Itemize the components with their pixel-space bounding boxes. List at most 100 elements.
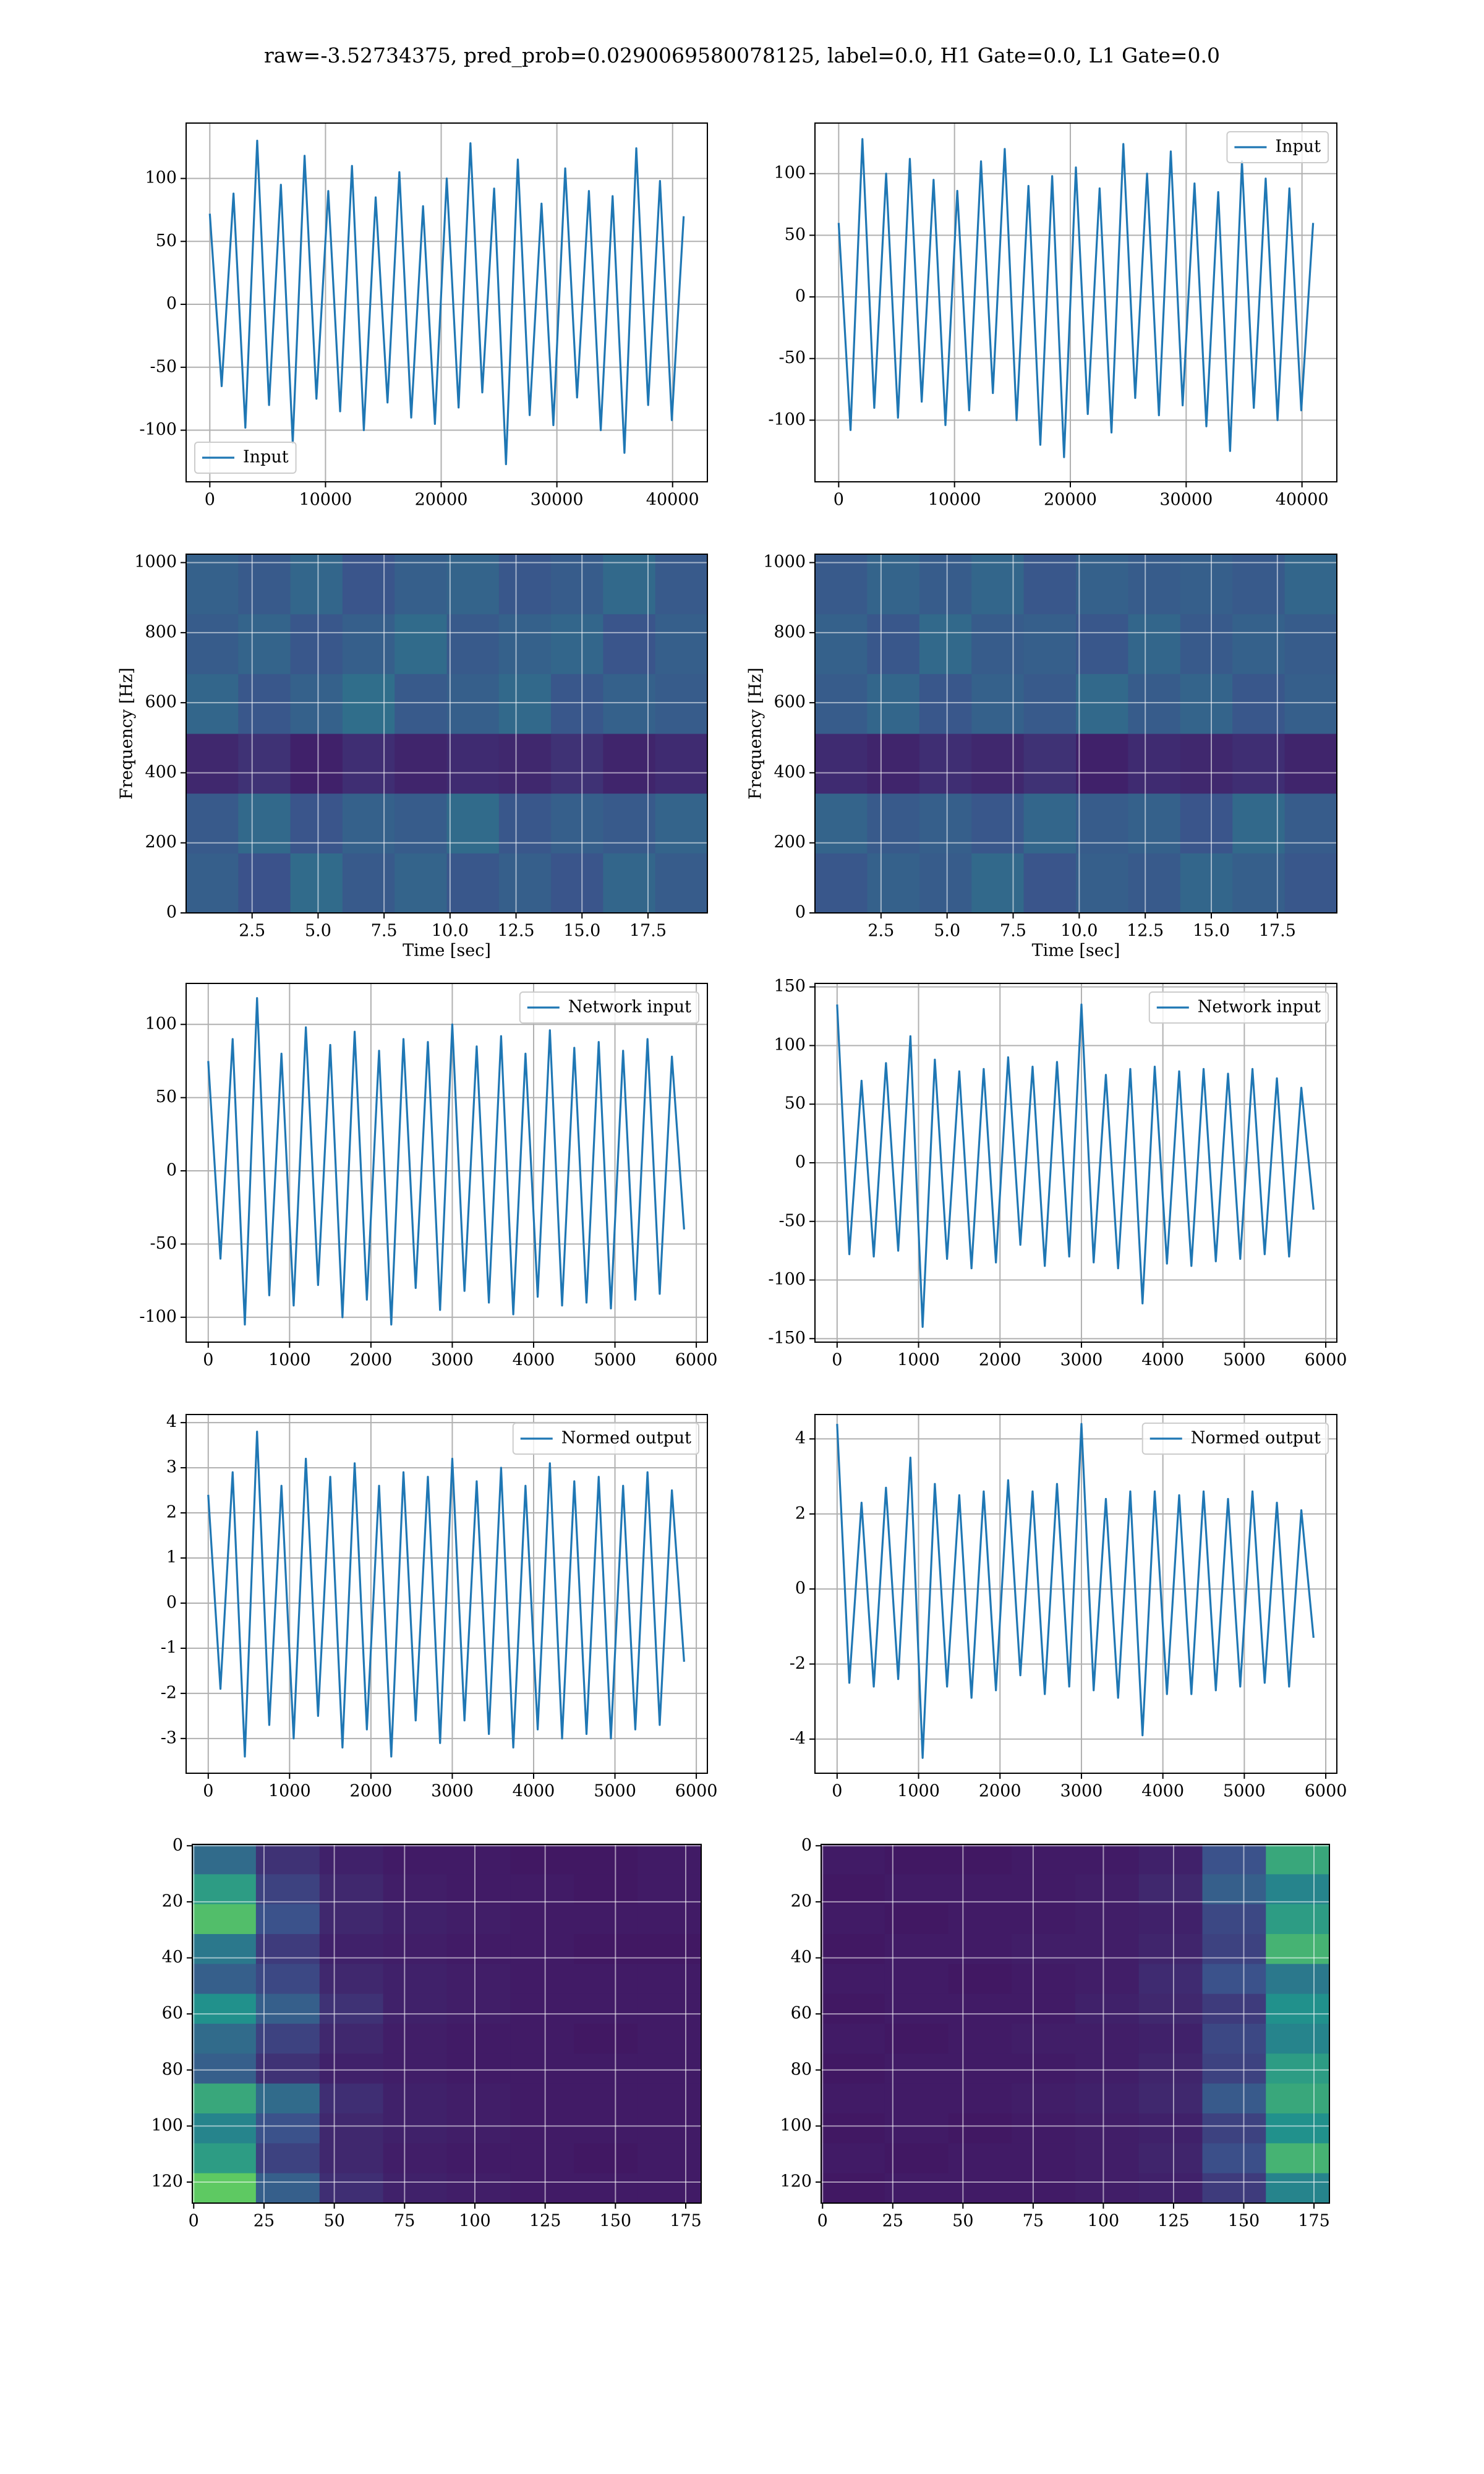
- heatmap-cell: [1023, 554, 1077, 615]
- x-tick-label: 1000: [897, 1782, 940, 1801]
- heatmap-cell: [1138, 2143, 1203, 2174]
- heatmap-cell: [815, 674, 868, 734]
- heatmap-cell: [255, 1964, 320, 1995]
- y-tick-label: -50: [779, 1211, 806, 1230]
- heatmap-cell: [1202, 2024, 1266, 2054]
- y-tick-label: 0: [795, 287, 806, 306]
- y-tick-label: 400: [145, 763, 177, 782]
- heatmap-cell: [446, 2083, 511, 2114]
- heatmap-cell: [319, 1934, 384, 1964]
- heatmap-cell: [574, 2143, 638, 2174]
- heatmap-cell: [1012, 2143, 1076, 2174]
- y-tick-label: 200: [774, 833, 806, 852]
- heatmap-cell: [1075, 1964, 1140, 1995]
- heatmap-cell: [1138, 2113, 1203, 2144]
- axes-frame: [186, 122, 708, 482]
- heatmap-cell: [446, 793, 500, 854]
- axes-frame: [192, 1844, 702, 2204]
- heatmap-cell: [574, 1874, 638, 1905]
- y-tick-label: 50: [156, 231, 177, 250]
- heatmap-cell: [919, 853, 972, 914]
- heatmap-cell: [394, 614, 447, 674]
- x-tick-label: 40000: [1276, 490, 1329, 510]
- heatmap-cell: [1180, 554, 1233, 615]
- heatmap-cell: [551, 793, 603, 854]
- heatmap-cell: [867, 674, 920, 734]
- legend-box: [194, 442, 297, 474]
- heatmap-cell: [1075, 2113, 1140, 2144]
- heatmap-cell: [971, 614, 1025, 674]
- y-tick-label: 100: [774, 1035, 806, 1055]
- heatmap-cell: [1284, 614, 1337, 674]
- x-tick-label: 2.5: [868, 922, 894, 941]
- heatmap-cell: [255, 2083, 320, 2114]
- heatmap-cell: [1012, 2083, 1076, 2114]
- heatmap-cell: [815, 853, 868, 914]
- heatmap-cell: [1202, 1934, 1266, 1964]
- heatmap-cell: [574, 1964, 638, 1995]
- heatmap-cell: [948, 1844, 1012, 1875]
- heatmap-cell: [446, 1904, 511, 1935]
- x-tick-label: 10.0: [1060, 922, 1098, 941]
- x-axis-label: Time [sec]: [1032, 941, 1120, 961]
- heatmap-cell: [603, 674, 656, 734]
- heatmap-cell: [551, 554, 603, 615]
- y-tick-label: 60: [791, 2004, 812, 2023]
- heatmap-cell: [1180, 793, 1233, 854]
- heatmap-cell: [186, 793, 239, 854]
- heatmap-cell: [1076, 674, 1128, 734]
- y-tick-label: 2: [166, 1503, 177, 1522]
- x-tick-label: 10.0: [432, 922, 469, 941]
- x-tick-label: 15.0: [1193, 922, 1230, 941]
- y-tick-label: 120: [780, 2172, 812, 2191]
- x-tick-label: 15.0: [563, 922, 600, 941]
- heatmap-cell: [551, 853, 603, 914]
- y-tick-label: -50: [150, 357, 177, 376]
- heatmap-cell: [884, 2173, 949, 2204]
- heatmap-cell: [1076, 554, 1128, 615]
- y-tick-label: -100: [139, 1307, 177, 1326]
- y-tick-label: -150: [768, 1329, 806, 1348]
- heatmap-cell: [192, 1993, 257, 2024]
- heatmap-cell: [1128, 734, 1181, 794]
- panel: 0 10000 20000 30000 40000 -100 -50 0 50 100 Input: [139, 122, 708, 510]
- heatmap-cell: [446, 2143, 511, 2174]
- heatmap-cell: [238, 614, 291, 674]
- heatmap-cell: [1128, 554, 1181, 615]
- heatmap-cell: [1138, 1874, 1203, 1905]
- heatmap-cell: [821, 1874, 885, 1905]
- heatmap-cell: [821, 1934, 885, 1964]
- heatmap-cell: [238, 554, 291, 615]
- y-tick-label: 50: [785, 225, 806, 244]
- y-tick-label: 0: [173, 1836, 183, 1855]
- heatmap-cell: [255, 1904, 320, 1935]
- heatmap-cell: [1076, 793, 1128, 854]
- panel: 0 10000 20000 30000 40000 -100 -50 0 50 100 Input: [768, 122, 1337, 510]
- signal-line: [207, 1431, 685, 1758]
- x-tick-label: 25: [882, 2212, 903, 2231]
- heatmap-cell: [603, 554, 656, 615]
- x-tick-label: 150: [1228, 2212, 1260, 2231]
- x-tick-label: 4000: [513, 1351, 555, 1370]
- y-tick-label: 100: [774, 163, 806, 182]
- x-tick-label: 6000: [1305, 1782, 1347, 1801]
- heatmap-cell: [1202, 2053, 1266, 2084]
- heatmap-cell: [342, 554, 395, 615]
- y-tick-label: 0: [801, 1836, 812, 1855]
- heatmap-cell: [884, 1904, 949, 1935]
- heatmap-cell: [510, 2024, 574, 2054]
- axes-frame: [814, 122, 1337, 482]
- heatmap-cell: [186, 674, 239, 734]
- heatmap-cell: [1012, 1964, 1076, 1995]
- x-tick-label: 2.5: [239, 922, 265, 941]
- heatmap-cell: [1075, 2173, 1140, 2204]
- heatmap-cell: [192, 2053, 257, 2084]
- heatmap-cell: [884, 2143, 949, 2174]
- heatmap-cell: [638, 2143, 702, 2174]
- heatmap-cell: [446, 2024, 511, 2054]
- heatmap-cell: [1023, 674, 1077, 734]
- legend-box: [519, 991, 699, 1024]
- heatmap-cell: [551, 674, 603, 734]
- x-tick-label: 17.5: [629, 922, 667, 941]
- heatmap-cell: [498, 793, 552, 854]
